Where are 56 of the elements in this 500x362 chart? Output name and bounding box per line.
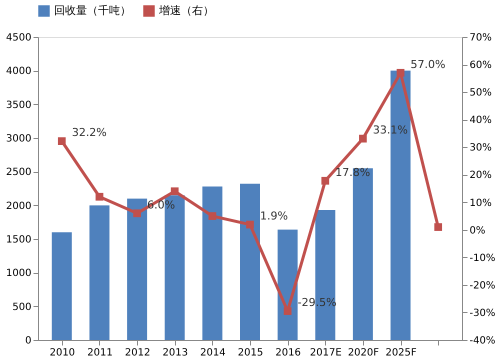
point bbox=[284, 307, 292, 315]
point bbox=[58, 137, 66, 145]
y-tick-label: 1000 bbox=[6, 268, 32, 280]
y2-tick-label: 10% bbox=[470, 198, 492, 209]
y2-tick-label: -30% bbox=[470, 308, 496, 319]
x-tick-label: 2010 bbox=[50, 348, 76, 358]
y-tick-label: 4500 bbox=[6, 32, 32, 44]
bar bbox=[52, 232, 72, 340]
bar bbox=[89, 205, 110, 340]
data-label: 33.1% bbox=[372, 124, 408, 137]
data-label: 6.0% bbox=[147, 198, 176, 212]
legend-label: 增速（右） bbox=[158, 4, 214, 17]
legend-label: 回收量（千吨） bbox=[54, 4, 131, 17]
y-tick-label: 2000 bbox=[6, 200, 32, 212]
point bbox=[396, 68, 404, 77]
y2-tick-label: -20% bbox=[470, 280, 496, 292]
x-tick-label: 2020F bbox=[348, 348, 380, 358]
y2-tick-label: 0% bbox=[470, 225, 486, 236]
x-tick-label: 2011 bbox=[87, 348, 113, 358]
y2-tick-label: 70% bbox=[470, 32, 492, 44]
x-tick-label: 2025F bbox=[385, 348, 417, 358]
y2-tick-label: 40% bbox=[470, 115, 492, 126]
x-tick-label: 2014 bbox=[200, 348, 226, 358]
bar bbox=[240, 184, 260, 340]
point bbox=[434, 223, 442, 231]
data-label: 1.9% bbox=[260, 210, 288, 223]
y2-tick-label: 50% bbox=[470, 88, 492, 99]
point bbox=[246, 220, 254, 228]
x-tick-label: 2017E bbox=[310, 348, 342, 358]
y-tick-label: 500 bbox=[12, 302, 32, 313]
x-tick-label: 2016 bbox=[275, 348, 301, 358]
data-label: 57.0% bbox=[410, 58, 446, 71]
bar bbox=[127, 198, 148, 340]
x-tick-label: 2015 bbox=[238, 348, 264, 358]
bar bbox=[202, 186, 222, 340]
y-tick-label: 0 bbox=[25, 336, 32, 346]
point bbox=[208, 212, 216, 220]
y-tick-label: 2500 bbox=[6, 167, 32, 178]
point bbox=[170, 187, 179, 196]
y-tick-label: 3500 bbox=[6, 100, 32, 111]
x-tick-label: 2012 bbox=[124, 348, 150, 358]
data-label: 32.2% bbox=[72, 126, 107, 140]
x-tick-label: 2013 bbox=[162, 348, 188, 358]
point bbox=[321, 176, 330, 185]
y2-tick-label: -40% bbox=[470, 336, 496, 346]
y2-tick-label: 30% bbox=[470, 142, 492, 154]
y2-tick-label: 60% bbox=[470, 60, 492, 72]
y-tick-label: 1500 bbox=[6, 234, 32, 246]
point bbox=[133, 209, 141, 218]
bar bbox=[278, 230, 298, 340]
point bbox=[96, 192, 104, 201]
y-tick-label: 4000 bbox=[6, 66, 32, 78]
y2-tick-label: -10% bbox=[470, 252, 496, 264]
y-tick-label: 3000 bbox=[6, 134, 32, 144]
y2-tick-label: 20% bbox=[470, 170, 492, 182]
point bbox=[359, 134, 367, 143]
